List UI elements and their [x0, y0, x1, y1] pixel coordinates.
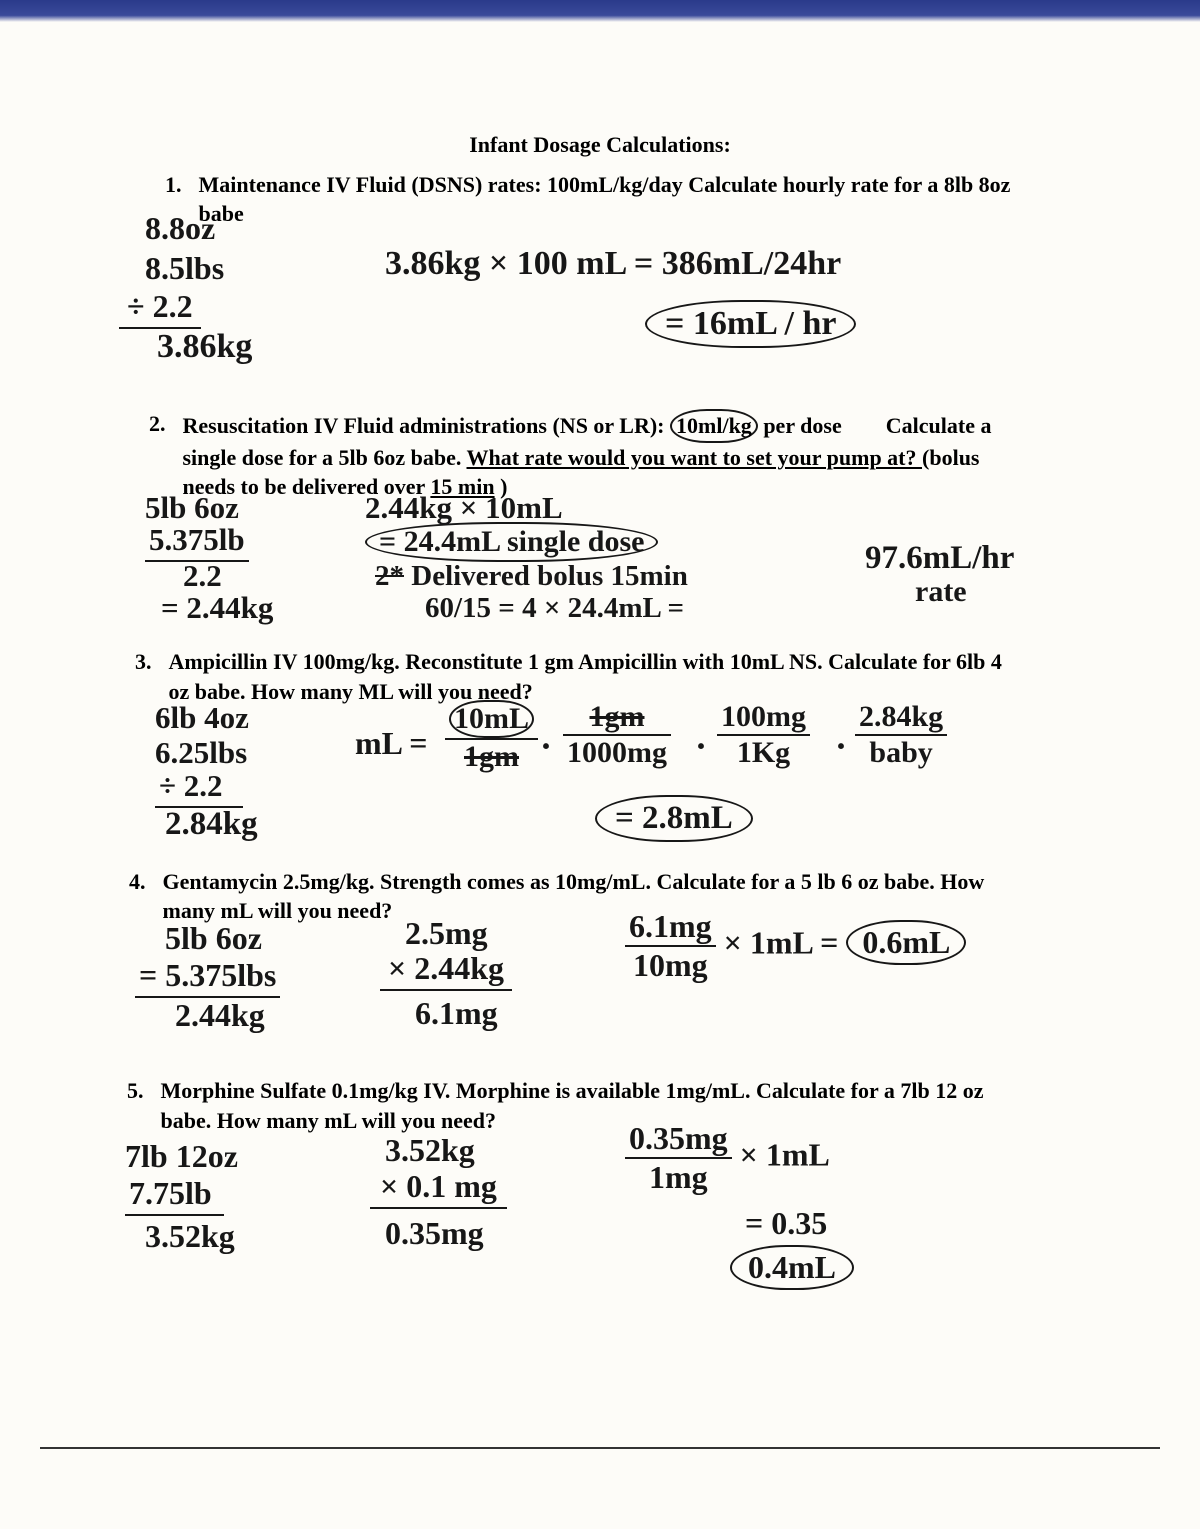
q5-wt3: 3.52kg: [145, 1218, 235, 1255]
q2-wt3: 2.2: [183, 558, 222, 594]
q3-ml-eq: mL =: [355, 725, 427, 762]
problem-2-line-a1: Resuscitation IV Fluid administrations (…: [183, 413, 665, 438]
problem-5-line-a: Morphine Sulfate 0.1mg/kg IV. Morphine i…: [161, 1078, 984, 1103]
scanner-top-band: [0, 0, 1200, 22]
q3-dot1: ·: [540, 725, 552, 767]
q1-div: ÷ 2.2: [119, 288, 201, 329]
problem-5-line-b: babe. How many mL will you need?: [161, 1108, 497, 1133]
q4-c2: × 2.44kg: [380, 950, 512, 991]
q5-r1: = 0.35: [745, 1205, 827, 1242]
page-title: Infant Dosage Calculations:: [105, 130, 1095, 160]
problem-5: 5. Morphine Sulfate 0.1mg/kg IV. Morphin…: [127, 1076, 1095, 1135]
q5-c1: 3.52kg: [385, 1132, 475, 1169]
q3-wt2: 6.25lbs: [155, 735, 247, 771]
problem-2-line-a3: Calculate a: [886, 413, 992, 438]
q3-dot2: ·: [695, 725, 707, 767]
q2-wt4: = 2.44kg: [161, 590, 273, 626]
worksheet-page: Infant Dosage Calculations: 1. Maintenan…: [105, 60, 1095, 1469]
problem-1-number: 1.: [165, 170, 193, 200]
q3-dot3: ·: [835, 725, 847, 767]
q4-wt2: = 5.375lbs: [135, 957, 280, 998]
problem-3: 3. Ampicillin IV 100mg/kg. Reconstitute …: [135, 647, 1095, 706]
problem-2-line-a2: per dose: [763, 413, 841, 438]
problem-2-dose-circled: 10ml/kg: [670, 409, 758, 443]
q2-wt2: 5.375lb: [145, 522, 249, 562]
q3-wt4: 2.84kg: [165, 806, 258, 843]
q3-frac4: 2.84kgbaby: [855, 700, 947, 770]
problem-4-line-a: Gentamycin 2.5mg/kg. Strength comes as 1…: [163, 869, 985, 894]
q3-frac1: 10mL1gm: [445, 700, 538, 774]
problem-3-number: 3.: [135, 647, 163, 677]
q3-answer: = 2.8mL: [595, 795, 753, 842]
q5-answer: 0.4mL: [730, 1245, 854, 1290]
q4-c3: 6.1mg: [415, 995, 498, 1032]
q1-lbs: 8.5lbs: [145, 250, 224, 287]
q4-c1: 2.5mg: [405, 915, 488, 952]
problem-2-line-b1: single dose for a 5lb 6oz babe.: [183, 445, 467, 470]
problem-1: 1. Maintenance IV Fluid (DSNS) rates: 10…: [165, 170, 1095, 229]
problem-2-line-b-underline: What rate would you want to set your pum…: [467, 445, 923, 470]
q5-wt1: 7lb 12oz: [125, 1138, 238, 1175]
problem-1-line-a: Maintenance IV Fluid (DSNS) rates: 100mL…: [199, 172, 1011, 197]
q5-frac: 0.35mg1mg × 1mL: [625, 1120, 830, 1196]
problem-3-line-a: Ampicillin IV 100mg/kg. Reconstitute 1 g…: [169, 649, 1002, 674]
q5-c3: 0.35mg: [385, 1215, 484, 1252]
q3-wt1: 6lb 4oz: [155, 700, 249, 736]
q3-wt3: ÷ 2.2: [155, 768, 243, 808]
q3-frac2: 1gm1000mg: [563, 700, 671, 770]
q2-ans: 97.6mL/hr: [865, 540, 1014, 577]
problem-5-number: 5.: [127, 1076, 155, 1106]
q2-ans2: rate: [915, 575, 967, 609]
q1-answer: = 16mL / hr: [645, 300, 856, 348]
q4-wt3: 2.44kg: [175, 997, 265, 1034]
q4-wt1: 5lb 6oz: [165, 920, 262, 957]
q1-kg: 3.86kg: [157, 328, 252, 366]
q2-c2: = 24.4mL single dose: [365, 522, 658, 562]
q2-c1: 2.44kg × 10mL: [365, 490, 563, 526]
problem-2: 2. Resuscitation IV Fluid administration…: [149, 409, 1095, 502]
q2-c3: 2* Delivered bolus 15min: [375, 560, 688, 593]
q1-calc: 3.86kg × 100 mL = 386mL/24hr: [385, 245, 841, 283]
q3-frac3: 100mg1Kg: [717, 700, 810, 770]
problem-2-line-b2: (bolus: [922, 445, 979, 470]
q2-wt1: 5lb 6oz: [145, 490, 239, 526]
q4-frac: 6.1mg10mg × 1mL = 0.6mL: [625, 908, 966, 984]
q5-wt2: 7.75lb: [125, 1175, 224, 1216]
page-bottom-rule: [40, 1447, 1160, 1449]
q5-c2: × 0.1 mg: [370, 1168, 507, 1209]
problem-4-number: 4.: [129, 867, 157, 897]
problem-2-number: 2.: [149, 409, 177, 439]
q2-c4: 60/15 = 4 × 24.4mL =: [425, 592, 684, 625]
q1-oz: 8.8oz: [145, 210, 215, 247]
